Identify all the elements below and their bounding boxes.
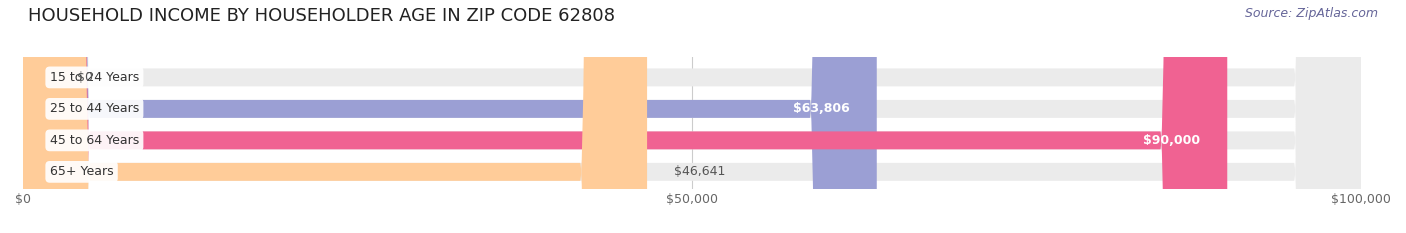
FancyBboxPatch shape (22, 0, 1361, 233)
FancyBboxPatch shape (22, 0, 877, 233)
FancyBboxPatch shape (22, 0, 1361, 233)
Text: 25 to 44 Years: 25 to 44 Years (49, 102, 139, 115)
Text: HOUSEHOLD INCOME BY HOUSEHOLDER AGE IN ZIP CODE 62808: HOUSEHOLD INCOME BY HOUSEHOLDER AGE IN Z… (28, 7, 614, 25)
FancyBboxPatch shape (22, 0, 1227, 233)
Text: 65+ Years: 65+ Years (49, 165, 114, 178)
Text: $90,000: $90,000 (1143, 134, 1201, 147)
Text: 15 to 24 Years: 15 to 24 Years (49, 71, 139, 84)
Text: $63,806: $63,806 (793, 102, 851, 115)
Text: Source: ZipAtlas.com: Source: ZipAtlas.com (1244, 7, 1378, 20)
FancyBboxPatch shape (22, 0, 1361, 233)
Text: $0: $0 (76, 71, 93, 84)
FancyBboxPatch shape (22, 0, 647, 233)
Text: 45 to 64 Years: 45 to 64 Years (49, 134, 139, 147)
FancyBboxPatch shape (22, 0, 1361, 233)
Text: $46,641: $46,641 (673, 165, 725, 178)
